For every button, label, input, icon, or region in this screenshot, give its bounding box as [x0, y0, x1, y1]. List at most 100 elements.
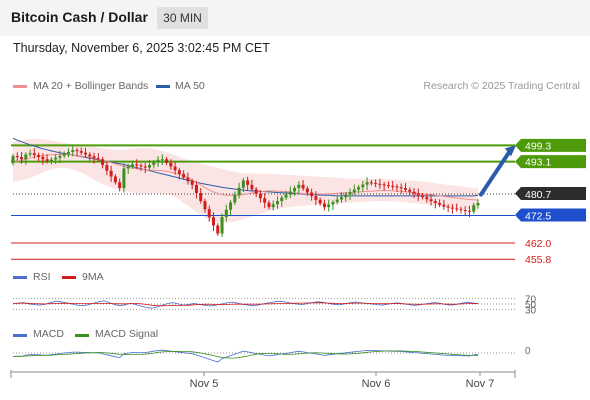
ma50-legend-swatch [156, 85, 170, 88]
level-label: 472.5 [525, 211, 551, 223]
candle-body [408, 189, 412, 192]
rsi-level-label: 30 [525, 306, 537, 317]
candle-body [84, 152, 88, 155]
candle-body [305, 188, 309, 193]
candle-body [182, 173, 186, 178]
level-label-tag [515, 187, 586, 201]
candle-body [459, 209, 463, 211]
candle-body [339, 197, 343, 200]
candle-body [271, 204, 275, 208]
candle-body [118, 182, 122, 189]
candle-body [433, 201, 437, 203]
macd-legend-swatch [13, 334, 27, 337]
candle-body [216, 225, 220, 234]
candle-body [130, 164, 134, 167]
level-label: 462.0 [525, 238, 551, 250]
rsi-level-label: 70 [525, 294, 537, 305]
candle-body [88, 154, 92, 157]
candle-body [15, 156, 19, 158]
candle-body [425, 197, 429, 200]
x-axis-label: Nov 6 [362, 378, 391, 390]
macd-zero-label: 0 [525, 346, 531, 357]
candle-body [301, 184, 305, 189]
candle-body [186, 177, 190, 182]
candle-body [233, 195, 237, 203]
candle-body [24, 154, 28, 160]
candle-body [412, 191, 416, 194]
forecast-arrow [479, 150, 511, 197]
bollinger-band [13, 138, 478, 223]
candle-body [177, 170, 181, 174]
forecast-arrowhead [505, 145, 516, 157]
candle-body [207, 209, 211, 218]
timeframe-button[interactable]: 30 MIN [157, 7, 208, 29]
candle-body [395, 186, 399, 188]
candle-body [203, 201, 207, 210]
candle-body [357, 187, 361, 190]
candle-body [275, 201, 279, 205]
macd-signal-legend-label: MACD Signal [95, 328, 159, 340]
timestamp: Thursday, November 6, 2025 3:02:45 PM CE… [13, 41, 270, 55]
candle-body [194, 184, 198, 193]
ma20-legend-label: MA 20 + Bollinger Bands [33, 80, 149, 92]
instrument-title: Bitcoin Cash / Dollar [11, 9, 148, 25]
candle-body [463, 210, 467, 212]
candle-body [105, 164, 109, 171]
candle-body [442, 204, 446, 207]
candle-body [455, 208, 459, 210]
rsi-ma-legend-swatch [62, 276, 76, 279]
candle-body [322, 203, 326, 208]
candle-body [75, 150, 79, 152]
ma20-legend-swatch [13, 85, 27, 88]
ma20-line [12, 154, 479, 201]
candle-body [403, 188, 407, 190]
level-label-tag [515, 138, 586, 152]
candle-body [386, 185, 390, 187]
candle-body [66, 151, 70, 154]
candle-body [293, 188, 297, 192]
ma50-line [12, 137, 479, 197]
level-label-tag [515, 155, 586, 169]
candle-body [246, 180, 250, 185]
candle-body [284, 194, 288, 198]
candle-body [109, 170, 113, 177]
candle-body [199, 192, 203, 202]
candle-body [241, 180, 245, 188]
candle-body [263, 198, 267, 203]
candle-body [148, 164, 152, 168]
candle-body [391, 185, 395, 187]
candle-body [37, 155, 41, 157]
level-label-tag [515, 208, 586, 222]
candle-body [288, 191, 292, 195]
candle-body [92, 156, 96, 159]
candle-body [314, 196, 318, 200]
candle-body [267, 202, 271, 208]
candle-body [476, 202, 480, 206]
candle-body [369, 182, 373, 184]
candle-body [421, 195, 425, 198]
macd-signal-line [12, 350, 479, 359]
candle-body [438, 202, 442, 205]
level-label: 493.1 [525, 157, 551, 169]
candle-body [310, 192, 314, 197]
candle-body [224, 209, 228, 218]
candle-body [254, 189, 258, 194]
candle-body [450, 207, 454, 209]
x-axis-label: Nov 7 [466, 378, 495, 390]
candle-body [378, 183, 382, 185]
candle-body [126, 166, 130, 169]
candle-body [135, 164, 139, 166]
candle-body [156, 159, 160, 163]
candle-body [467, 210, 471, 212]
candle-body [250, 184, 254, 190]
x-axis-label: Nov 5 [190, 378, 219, 390]
rsi-ma-line [12, 302, 479, 307]
candle-body [237, 187, 241, 196]
candle-body [382, 184, 386, 186]
candle-body [143, 166, 147, 168]
candle-body [190, 181, 194, 185]
candle-body [96, 158, 100, 160]
candle-body [318, 199, 322, 204]
candle-body [297, 184, 301, 189]
candle-body [160, 159, 164, 161]
